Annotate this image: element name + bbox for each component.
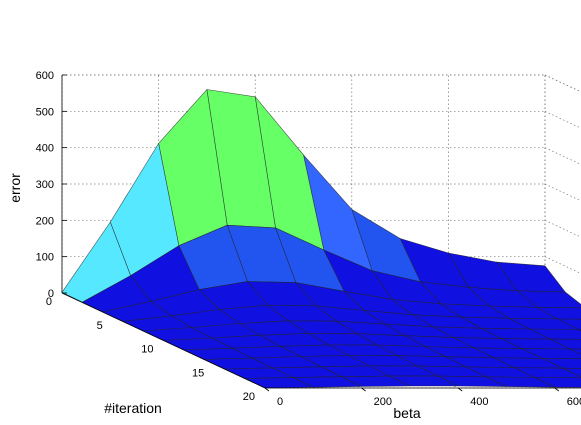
grid-line bbox=[544, 220, 581, 238]
tick-labels: 0100200300400500600051015200200400600800… bbox=[36, 70, 581, 408]
z-tick-label: 300 bbox=[36, 179, 54, 191]
grid-line bbox=[544, 183, 581, 202]
tick-mark bbox=[361, 387, 366, 392]
z-tick-label: 500 bbox=[36, 106, 54, 118]
x-tick-label: 0 bbox=[277, 396, 283, 408]
tick-mark bbox=[457, 387, 463, 392]
grid-line bbox=[544, 74, 581, 93]
tick-mark bbox=[264, 387, 270, 392]
grid-line bbox=[544, 256, 581, 274]
chart-axes bbox=[61, 74, 581, 392]
z-tick-label: 0 bbox=[48, 288, 54, 300]
axis-line bbox=[61, 292, 266, 389]
z-tick-label: 100 bbox=[36, 252, 54, 264]
x-tick-label: 600 bbox=[567, 396, 581, 408]
y-tick-label: 5 bbox=[97, 320, 103, 332]
x-tick-label: 400 bbox=[470, 396, 488, 408]
surface-facet bbox=[570, 348, 581, 355]
y-tick-label: 20 bbox=[243, 391, 255, 403]
grid-line bbox=[544, 111, 581, 129]
y-axis-label: #iteration bbox=[104, 400, 162, 416]
y-tick-label: 15 bbox=[192, 367, 204, 379]
grid-line bbox=[544, 147, 581, 165]
z-axis-label: error bbox=[7, 173, 23, 203]
y-tick-label: 0 bbox=[46, 296, 52, 308]
tick-mark bbox=[554, 387, 560, 392]
z-tick-label: 600 bbox=[36, 70, 54, 82]
grid-line bbox=[544, 74, 581, 93]
z-tick-label: 400 bbox=[36, 143, 54, 155]
x-axis-label: beta bbox=[393, 405, 420, 421]
y-tick-label: 10 bbox=[141, 344, 153, 356]
error-surface bbox=[61, 88, 581, 389]
x-tick-label: 200 bbox=[374, 396, 392, 408]
z-tick-label: 200 bbox=[36, 215, 54, 227]
